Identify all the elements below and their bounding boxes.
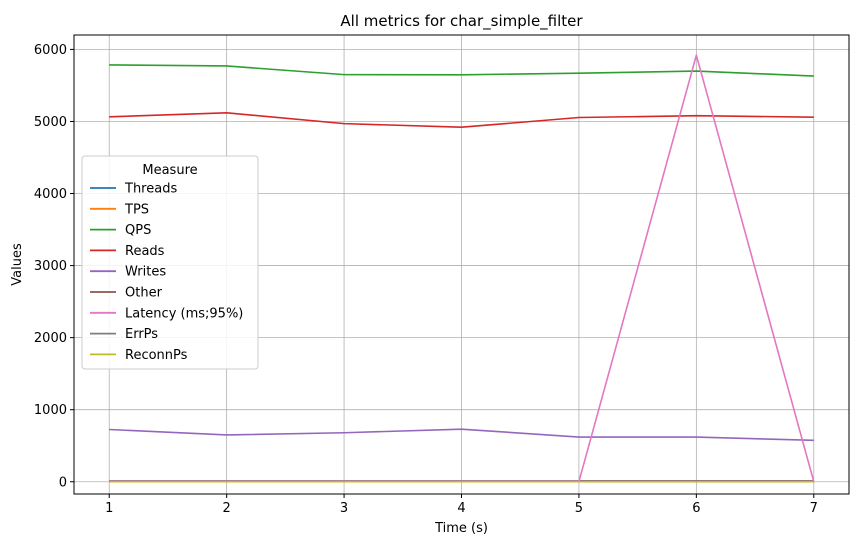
legend-entry: QPS: [125, 223, 151, 238]
legend-entry: Reads: [125, 244, 165, 259]
y-axis-label: Values: [10, 243, 25, 286]
y-tick-label: 1000: [34, 403, 67, 418]
legend-entry: Latency (ms;95%): [125, 306, 243, 321]
y-tick-label: 2000: [34, 331, 67, 346]
legend-entry: Other: [125, 286, 163, 301]
legend-entry: ErrPs: [125, 327, 158, 342]
x-tick-label: 3: [340, 501, 348, 516]
series-line-reads: [109, 112, 814, 129]
legend-title: Measure: [142, 163, 197, 178]
series-line-qps: [109, 64, 814, 77]
x-tick-label: 2: [223, 501, 231, 516]
series-lines: [109, 54, 815, 483]
y-tick-label: 5000: [34, 115, 67, 130]
y-axis: 0 1000 2000 3000 4000 5000 6000: [34, 43, 74, 490]
legend-entry: TPS: [124, 202, 149, 217]
legend-entry: Writes: [125, 265, 166, 280]
legend-entry: ReconnPs: [125, 348, 188, 363]
legend: Measure Threads TPS QPS Reads Writes Other Lat…: [81, 155, 259, 370]
legend-box: [81, 155, 259, 370]
y-tick-label: 0: [59, 475, 67, 490]
y-tick-label: 3000: [34, 259, 67, 274]
series-line-writes: [109, 428, 814, 442]
x-tick-label: 1: [105, 501, 113, 516]
x-axis: 1 2 3 4 5 6 7: [105, 494, 818, 516]
x-tick-label: 4: [457, 501, 465, 516]
x-axis-label: Time (s): [434, 521, 488, 536]
x-tick-label: 6: [692, 501, 700, 516]
x-tick-label: 5: [575, 501, 583, 516]
chart-title: All metrics for char_simple_filter: [340, 12, 583, 31]
x-tick-label: 7: [810, 501, 818, 516]
legend-entry: Threads: [124, 182, 177, 197]
y-tick-label: 6000: [34, 43, 67, 58]
y-tick-label: 4000: [34, 187, 67, 202]
